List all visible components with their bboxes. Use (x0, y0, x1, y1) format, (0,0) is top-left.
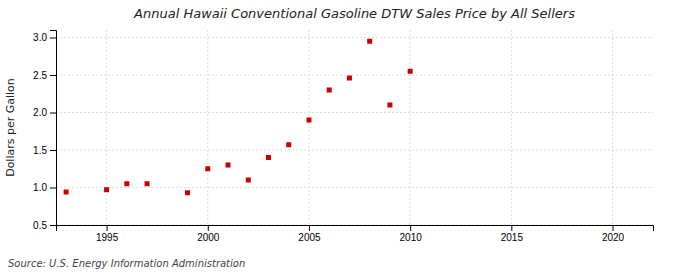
point (306, 118, 311, 123)
x-tick-label: 1995 (96, 232, 119, 243)
y-tick-label: 0.5 (33, 220, 47, 231)
point (286, 142, 291, 147)
y-axis-label: Dollars per Gallon (4, 78, 17, 177)
grid-line-y (56, 37, 653, 38)
x-tick: 2000 (197, 225, 220, 243)
point (266, 155, 271, 160)
y-tick-label: 2.5 (33, 70, 47, 81)
y-tick-mark (50, 225, 56, 226)
x-tick-mark (208, 225, 209, 231)
x-axis-line (57, 226, 654, 232)
x-tick-mark (613, 225, 614, 231)
grid-line-y (56, 150, 653, 151)
y-tick-mark (50, 188, 56, 189)
x-tick: 1995 (96, 225, 119, 243)
point (185, 190, 190, 195)
x-tick-label: 2005 (298, 232, 321, 243)
grid-line-x (308, 30, 309, 225)
y-tick: 3.0 (33, 32, 56, 43)
point (64, 190, 69, 195)
annotation: Source: U.S. Energy Information Administ… (8, 258, 245, 269)
y-axis: 0.5 1.0 1.5 2.0 2.5 3.0 (33, 31, 56, 231)
x-tick: 2005 (298, 225, 321, 243)
grid-line-x (612, 30, 613, 225)
point (327, 88, 332, 93)
grid-line-y (56, 187, 653, 188)
y-tick-label: 3.0 (33, 32, 47, 43)
x-tick-mark (107, 225, 108, 231)
grid-line-x (106, 30, 107, 225)
point (387, 103, 392, 108)
y-axis-line (50, 31, 57, 226)
y-tick-mark (50, 113, 56, 114)
point (347, 76, 352, 81)
x-tick-label: 2015 (501, 232, 524, 243)
y-tick-label: 1.0 (33, 182, 47, 193)
point (367, 39, 372, 44)
x-tick: 2015 (501, 225, 524, 243)
grid-line-x (511, 30, 512, 225)
points (64, 39, 413, 196)
point (408, 69, 413, 74)
x-tick-label: 2010 (400, 232, 423, 243)
grid (56, 30, 653, 225)
y-tick-label: 1.5 (33, 145, 47, 156)
y-tick: 1.0 (33, 182, 56, 193)
y-tick: 1.5 (33, 145, 56, 156)
y-tick-mark (50, 75, 56, 76)
y-tick-mark (50, 38, 56, 39)
x-tick-mark (410, 225, 411, 231)
x-tick-mark (309, 225, 310, 231)
point (246, 178, 251, 183)
point (104, 187, 109, 192)
y-tick-label: 2.0 (33, 107, 47, 118)
grid-line-x (207, 30, 208, 225)
x-axis: 1995 2000 2005 2010 2015 2020 (57, 225, 654, 243)
plot-area: 1995 2000 2005 2010 2015 2020 0.5 1.0 1.5 2.0 2.5 3… (33, 30, 653, 243)
y-tick: 2.0 (33, 107, 56, 118)
y-tick: 2.5 (33, 70, 56, 81)
y-tick-mark (50, 150, 56, 151)
point (205, 166, 210, 171)
chart: 1995 2000 2005 2010 2015 2020 0.5 1.0 1.5 2.0 2.5 3… (0, 0, 675, 275)
x-tick-label: 2000 (197, 232, 220, 243)
grid-line-x (410, 30, 411, 225)
point (124, 181, 129, 186)
title: Annual Hawaii Conventional Gasoline DTW … (133, 6, 575, 21)
point (145, 181, 150, 186)
x-tick-mark (511, 225, 512, 231)
x-tick-label: 2020 (602, 232, 625, 243)
point (226, 163, 231, 168)
x-tick: 2020 (602, 225, 625, 243)
grid-line-y (56, 112, 653, 113)
x-tick: 2010 (400, 225, 423, 243)
y-tick: 0.5 (33, 220, 56, 231)
grid-line-y (56, 75, 653, 76)
